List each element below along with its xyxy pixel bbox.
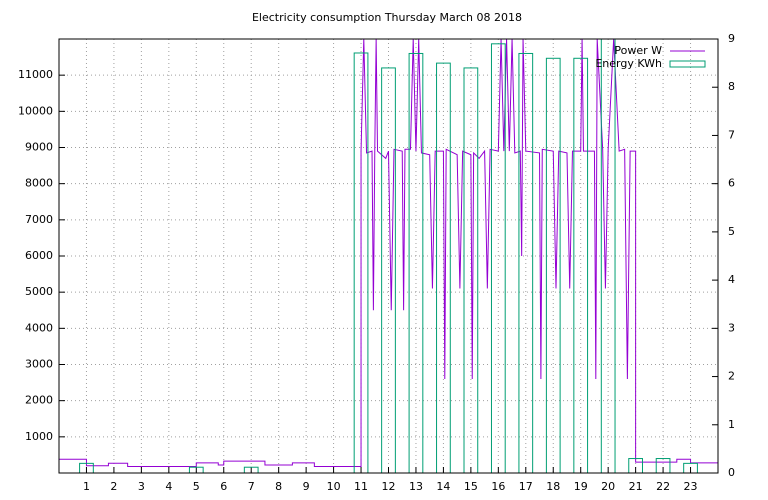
y-tick-label: 5000 [25, 285, 53, 298]
energy-bar [600, 39, 616, 473]
chart-title: Electricity consumption Thursday March 0… [252, 11, 522, 24]
legend-label: Energy KWh [595, 57, 662, 70]
y2-tick-label: 0 [728, 466, 735, 479]
x-tick-label: 20 [601, 480, 615, 493]
x-tick-label: 21 [629, 480, 643, 493]
y-tick-label: 1000 [25, 430, 53, 443]
x-tick-label: 16 [491, 480, 505, 493]
x-tick-label: 11 [354, 480, 368, 493]
y-tick-label: 3000 [25, 358, 53, 371]
energy-bar [243, 466, 259, 473]
energy-bar [545, 57, 561, 473]
x-tick-label: 9 [303, 480, 310, 493]
y2-tick-label: 6 [728, 177, 735, 190]
legend-swatch [669, 60, 706, 68]
x-tick-label: 12 [382, 480, 396, 493]
x-tick-label: 6 [220, 480, 227, 493]
x-tick-label: 10 [327, 480, 341, 493]
x-tick-label: 18 [546, 480, 560, 493]
energy-bar [381, 67, 396, 473]
y2-tick-label: 4 [728, 273, 735, 286]
x-tick-label: 1 [83, 480, 90, 493]
plot-border [58, 38, 719, 474]
legend-label: Power W [614, 44, 662, 57]
y-tick-label: 4000 [25, 321, 53, 334]
y2-tick-label: 2 [728, 370, 735, 383]
y-tick-label: 7000 [25, 213, 53, 226]
x-tick-label: 7 [248, 480, 255, 493]
y2-tick-label: 5 [728, 225, 735, 238]
x-tick-label: 8 [275, 480, 282, 493]
x-tick-label: 2 [110, 480, 117, 493]
energy-bar [463, 67, 479, 473]
y-tick-label: 10000 [18, 104, 53, 117]
y-tick-label: 6000 [25, 249, 53, 262]
y2-tick-label: 3 [728, 321, 735, 334]
grid: 1000 2000 3000 4000 5000 6000 7000 8000 9000 1000… [18, 32, 735, 493]
x-tick-label: 23 [684, 480, 698, 493]
y-tick-label: 8000 [25, 177, 53, 190]
y-tick-label: 11000 [18, 68, 53, 81]
y-tick-label: 9000 [25, 141, 53, 154]
y2-tick-label: 7 [728, 128, 735, 141]
x-tick-label: 3 [138, 480, 145, 493]
energy-bar [79, 462, 94, 473]
energy-bar [188, 466, 204, 473]
y-tick-label: 2000 [25, 394, 53, 407]
y2-tick-label: 9 [728, 32, 735, 45]
energy-bar [573, 57, 589, 473]
y2-tick-label: 8 [728, 80, 735, 93]
x-tick-label: 4 [165, 480, 172, 493]
energy-bar [683, 462, 698, 473]
x-tick-label: 22 [656, 480, 670, 493]
x-tick-label: 5 [193, 480, 200, 493]
x-tick-label: 17 [519, 480, 533, 493]
x-tick-label: 14 [436, 480, 450, 493]
energy-bar [353, 52, 369, 473]
x-tick-label: 15 [464, 480, 478, 493]
x-tick-label: 19 [574, 480, 588, 493]
y2-tick-label: 1 [728, 418, 735, 431]
x-tick-label: 13 [409, 480, 423, 493]
